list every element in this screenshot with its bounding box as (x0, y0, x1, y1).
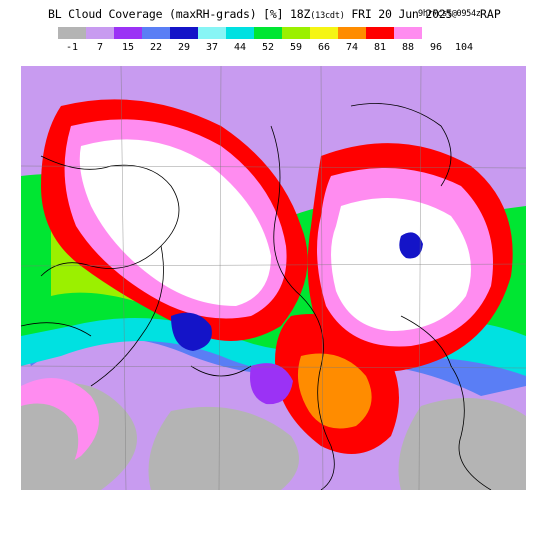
field-orange (297, 353, 372, 429)
color-scale-ticks: -1 7 15 22 29 37 44 52 59 66 74 81 88 96 104 (0, 42, 548, 56)
field-clear-south (148, 406, 299, 490)
scale-tick-label: 44 (233, 42, 247, 53)
color-swatch (254, 27, 282, 39)
color-scale-bar (58, 27, 450, 39)
scale-tick-label: -1 (65, 42, 79, 53)
color-swatch (366, 27, 394, 39)
scale-tick-label: 104 (454, 42, 474, 53)
color-swatch (114, 27, 142, 39)
field-navy-2 (399, 232, 423, 259)
color-swatch (282, 27, 310, 39)
scale-tick-label: 59 (289, 42, 303, 53)
scale-tick-label: 66 (317, 42, 331, 53)
color-swatch (58, 27, 86, 39)
scale-tick-label: 15 (121, 42, 135, 53)
field-purple (250, 363, 293, 405)
map-title: BL Cloud Coverage (maxRH-grads) [%] 18Z(… (0, 5, 548, 23)
color-swatch (86, 27, 114, 39)
county-lines (21, 66, 526, 490)
scale-tick-label: 96 (429, 42, 443, 53)
scale-tick-label: 81 (373, 42, 387, 53)
color-swatch (422, 27, 450, 39)
model-label: RAP (480, 7, 501, 21)
scale-tick-label: 74 (345, 42, 359, 53)
forecast-label: 9hrFcst@0954z (418, 9, 481, 19)
scale-tick-label: 22 (149, 42, 163, 53)
color-swatch (142, 27, 170, 39)
color-swatch (170, 27, 198, 39)
field-clear-southeast (398, 398, 526, 490)
color-swatch (310, 27, 338, 39)
scale-tick-label: 52 (261, 42, 275, 53)
cloud-coverage-map (21, 66, 526, 490)
color-swatch (226, 27, 254, 39)
field-clear-southwest (21, 403, 79, 490)
map-canvas (21, 66, 526, 490)
scale-tick-label: 7 (96, 42, 104, 53)
color-swatch (394, 27, 422, 39)
state-borders (21, 103, 492, 490)
color-swatch (198, 27, 226, 39)
color-swatch (338, 27, 366, 39)
scale-tick-label: 37 (205, 42, 219, 53)
field-white (79, 139, 271, 306)
scale-tick-label: 29 (177, 42, 191, 53)
scale-tick-label: 88 (401, 42, 415, 53)
field-navy (171, 312, 212, 351)
title-text: BL Cloud Coverage (maxRH-grads) [%] 18Z(… (48, 7, 453, 21)
